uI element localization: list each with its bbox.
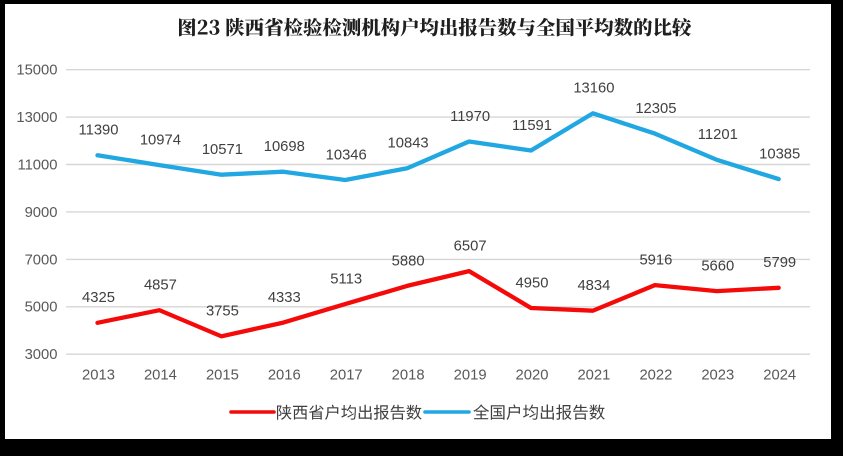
- svg-text:2018: 2018: [392, 368, 425, 384]
- svg-text:4325: 4325: [82, 290, 115, 306]
- svg-text:3000: 3000: [25, 347, 58, 363]
- svg-text:12305: 12305: [635, 101, 676, 117]
- svg-text:10571: 10571: [202, 142, 243, 158]
- svg-text:2021: 2021: [577, 368, 610, 384]
- svg-text:7000: 7000: [25, 252, 58, 268]
- svg-text:4333: 4333: [268, 290, 301, 306]
- svg-text:2016: 2016: [268, 368, 301, 384]
- svg-text:10346: 10346: [326, 147, 367, 163]
- svg-text:2015: 2015: [206, 368, 239, 384]
- svg-text:2020: 2020: [516, 368, 549, 384]
- svg-text:4857: 4857: [144, 278, 177, 294]
- svg-text:2019: 2019: [454, 368, 487, 384]
- svg-text:4834: 4834: [577, 278, 610, 294]
- svg-text:11390: 11390: [78, 123, 118, 139]
- svg-text:2024: 2024: [763, 368, 796, 384]
- svg-text:13000: 13000: [16, 110, 57, 126]
- svg-text:11201: 11201: [698, 127, 738, 143]
- svg-text:2022: 2022: [639, 368, 672, 384]
- svg-text:5916: 5916: [639, 253, 672, 269]
- svg-text:11970: 11970: [450, 109, 490, 125]
- svg-text:3755: 3755: [206, 304, 239, 320]
- svg-text:5113: 5113: [330, 272, 362, 288]
- svg-text:6507: 6507: [454, 239, 487, 255]
- svg-text:15000: 15000: [16, 63, 57, 79]
- svg-text:2023: 2023: [701, 368, 734, 384]
- svg-text:5799: 5799: [763, 255, 796, 271]
- svg-text:10974: 10974: [140, 133, 181, 149]
- svg-text:11591: 11591: [512, 118, 552, 134]
- svg-text:5660: 5660: [701, 259, 734, 275]
- svg-text:2013: 2013: [82, 368, 115, 384]
- svg-text:2014: 2014: [144, 368, 177, 384]
- svg-text:10843: 10843: [388, 136, 429, 152]
- svg-text:10385: 10385: [759, 147, 800, 163]
- svg-text:11000: 11000: [17, 157, 57, 173]
- svg-text:13160: 13160: [573, 81, 614, 97]
- svg-text:4950: 4950: [516, 275, 549, 291]
- svg-text:5000: 5000: [25, 300, 58, 316]
- svg-text:5880: 5880: [392, 253, 425, 269]
- svg-text:9000: 9000: [25, 205, 58, 221]
- svg-text:2017: 2017: [330, 368, 363, 384]
- svg-text:10698: 10698: [264, 139, 305, 155]
